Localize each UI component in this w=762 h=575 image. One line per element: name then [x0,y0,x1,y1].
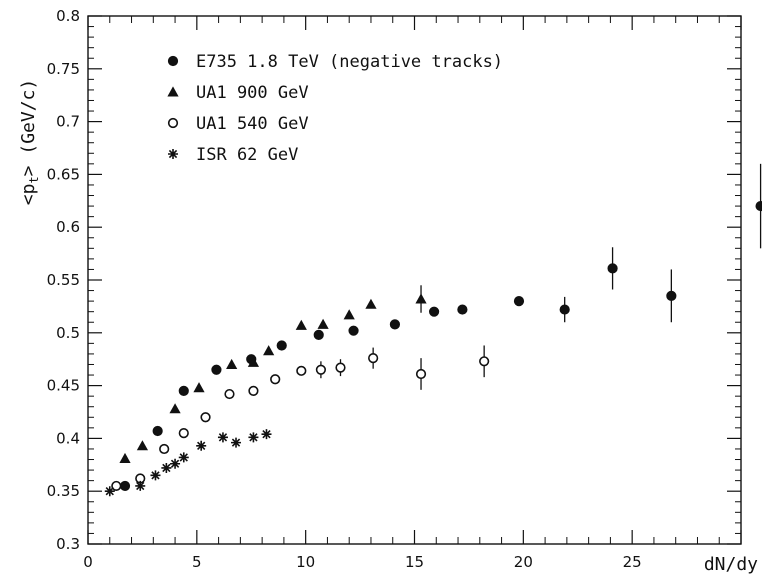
y-tick-label: 0.35 [47,482,80,500]
data-point [479,356,490,367]
data-point [296,365,307,376]
x-tick-label: 20 [514,553,533,571]
legend-label: ISR 62 GeV [196,145,298,165]
data-point [248,432,259,443]
data-point [276,340,287,351]
data-point [261,429,272,440]
y-tick-label: 0.65 [47,165,80,183]
y-tick-label: 0.55 [47,271,80,289]
series-0 [119,163,762,492]
data-point [119,480,131,492]
data-point [295,319,307,330]
data-point [317,318,329,329]
data-point [136,440,149,451]
chart-legend: E735 1.8 TeV (negative tracks) UA1 900 Ge… [167,52,503,165]
y-tick-label: 0.75 [47,60,80,78]
data-point [428,306,440,317]
data-point [368,353,379,364]
data-point [161,462,172,473]
data-point [666,290,677,301]
data-point [193,382,205,393]
data-point [263,345,275,356]
series-1 [119,285,427,463]
data-point [559,304,570,315]
data-point [348,325,359,336]
data-point [248,385,259,396]
x-tick-label: 15 [405,553,424,571]
y-axis-label: <pt> (GeV/c) [18,79,41,205]
data-point [178,385,189,396]
x-tick-label: 25 [623,553,642,571]
data-point [224,388,235,400]
data-point [457,304,468,315]
data-point [513,296,525,307]
data-point [169,403,181,414]
chart-series [104,163,762,497]
y-tick-label: 0.5 [56,324,80,342]
data-point [152,425,163,437]
y-axis-label-main: <p [18,184,39,206]
x-tick-label: 5 [192,553,202,571]
y-axis-label-sub: t [27,176,41,183]
data-point [247,356,260,367]
data-point [135,480,146,491]
data-point [755,200,762,212]
legend-label: UA1 900 GeV [196,83,309,103]
data-point [200,412,211,423]
data-point [343,309,355,320]
series-3 [104,429,272,497]
data-point [159,443,170,455]
chart-ticks: 0 5 10 15 20 25 0.3 0.35 0.4 0.45 0.5 0.55 0.6 0.65 0.… [47,7,742,571]
x-axis-label: dN/dy [704,554,758,575]
chart-axes [87,15,742,545]
y-tick-label: 0.7 [56,113,80,131]
data-point [196,440,207,451]
legend-marker [168,149,178,159]
data-point [270,374,281,385]
data-point [217,432,228,443]
y-tick-label: 0.4 [56,429,80,447]
data-point [111,480,122,492]
data-point [231,437,242,448]
y-axis-label-tail: > (GeV/c) [18,79,39,177]
data-point [170,458,181,469]
series-2 [111,345,490,492]
data-point [313,329,324,341]
data-point [365,298,377,309]
data-point [415,368,427,380]
legend-marker [167,86,179,97]
data-point [178,428,189,439]
data-point [211,364,222,375]
x-tick-label: 0 [83,553,93,571]
x-tick-label: 10 [296,553,315,571]
legend-label: E735 1.8 TeV (negative tracks) [196,52,503,72]
data-point [178,452,189,463]
data-point [119,452,131,463]
plot-frame [87,15,742,545]
data-point [315,364,327,375]
y-tick-label: 0.45 [47,377,80,395]
legend-label: UA1 540 GeV [196,114,309,134]
y-tick-label: 0.8 [56,7,80,25]
data-point [389,319,401,330]
data-point [150,470,161,481]
data-point [415,293,427,304]
data-point [607,263,618,274]
y-tick-label: 0.3 [56,535,80,553]
y-tick-label: 0.6 [56,218,80,236]
data-point [335,362,346,373]
data-point [104,486,115,497]
legend-marker [167,117,179,129]
legend-marker [167,55,179,67]
data-point [226,358,238,369]
